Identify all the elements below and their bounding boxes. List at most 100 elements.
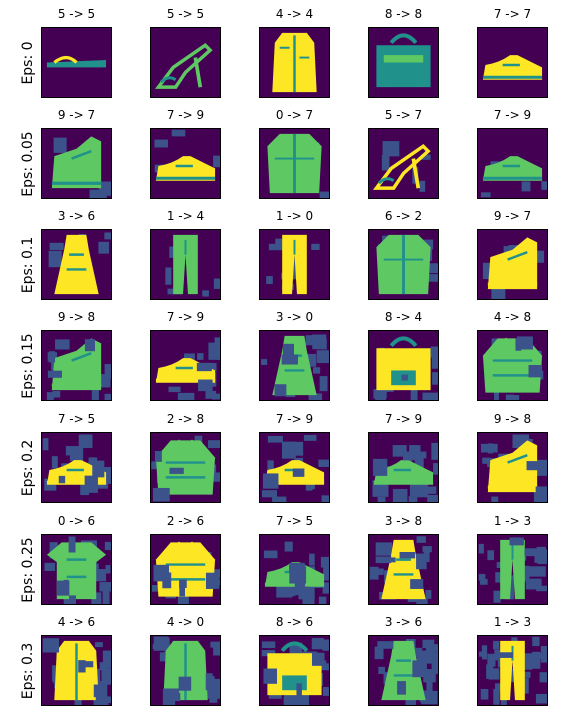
sneaker-icon: [260, 535, 329, 604]
prediction-title: 7 -> 9: [493, 108, 532, 122]
coat-icon: [42, 636, 111, 705]
prediction-title: 5 -> 7: [384, 108, 423, 122]
prediction-title: 8 -> 6: [275, 615, 314, 629]
prediction-title: 0 -> 6: [57, 514, 96, 528]
sneaker-icon: [260, 433, 329, 502]
coat-icon: [151, 636, 220, 705]
sneaker-icon: [478, 28, 547, 97]
dress-image: [368, 534, 439, 605]
row-label: Eps: 0: [20, 40, 36, 85]
dress-icon: [369, 535, 438, 604]
trouser-image: [150, 229, 221, 300]
prediction-title: 1 -> 3: [493, 615, 532, 629]
bag-image: [259, 635, 330, 706]
prediction-title: 1 -> 0: [275, 209, 314, 223]
prediction-title: 2 -> 6: [166, 514, 205, 528]
dress-image: [368, 635, 439, 706]
ankle-boot-icon: [42, 331, 111, 400]
prediction-title: 7 -> 9: [166, 310, 205, 324]
dress-icon: [260, 331, 329, 400]
prediction-title: 4 -> 8: [493, 310, 532, 324]
sandal-image: [41, 27, 112, 98]
bag-image: [368, 330, 439, 401]
prediction-title: 4 -> 4: [275, 7, 314, 21]
pullover-icon: [151, 535, 220, 604]
ankle-boot-image: [477, 229, 548, 300]
sneaker-icon: [478, 129, 547, 198]
ankle-boot-icon: [478, 433, 547, 502]
prediction-title: 7 -> 5: [275, 514, 314, 528]
bag-icon: [369, 331, 438, 400]
row-label: Eps: 0.05: [20, 130, 36, 197]
row-label: Eps: 0.1: [20, 236, 36, 293]
ankle-boot-image: [41, 330, 112, 401]
ankle-boot-image: [477, 432, 548, 503]
bag-image: [368, 27, 439, 98]
pullover-image: [150, 432, 221, 503]
prediction-title: 4 -> 0: [166, 615, 205, 629]
bag-icon: [369, 28, 438, 97]
prediction-title: 3 -> 6: [384, 615, 423, 629]
shirt-icon: [369, 230, 438, 299]
sneaker-image: [259, 432, 330, 503]
heeled-sandal-image: [368, 128, 439, 199]
tshirt-icon: [42, 535, 111, 604]
prediction-title: 5 -> 5: [57, 7, 96, 21]
coat-image: [150, 635, 221, 706]
dress-icon: [42, 230, 111, 299]
dress-icon: [369, 636, 438, 705]
row-label: Eps: 0.25: [20, 536, 36, 603]
prediction-title: 0 -> 7: [275, 108, 314, 122]
sneaker-icon: [151, 129, 220, 198]
trouser-icon: [478, 636, 547, 705]
heeled-sandal-icon: [151, 28, 220, 97]
pullover-image: [150, 534, 221, 605]
sneaker-image: [150, 128, 221, 199]
prediction-title: 7 -> 9: [384, 412, 423, 426]
prediction-title: 7 -> 9: [166, 108, 205, 122]
ankle-boot-icon: [478, 230, 547, 299]
sneaker-icon: [369, 433, 438, 502]
heeled-sandal-icon: [369, 129, 438, 198]
prediction-title: 3 -> 0: [275, 310, 314, 324]
shirt-image: [259, 128, 330, 199]
prediction-title: 1 -> 3: [493, 514, 532, 528]
trouser-icon: [478, 535, 547, 604]
sneaker-icon: [42, 433, 111, 502]
coat-image: [259, 27, 330, 98]
trouser-icon: [151, 230, 220, 299]
sneaker-image: [259, 534, 330, 605]
prediction-title: 9 -> 8: [493, 412, 532, 426]
tshirt-image: [41, 534, 112, 605]
prediction-title: 2 -> 8: [166, 412, 205, 426]
sandal-icon: [42, 28, 111, 97]
prediction-title: 7 -> 9: [275, 412, 314, 426]
trouser-image: [477, 635, 548, 706]
sneaker-image: [41, 432, 112, 503]
sneaker-image: [368, 432, 439, 503]
prediction-title: 5 -> 5: [166, 7, 205, 21]
ankle-boot-icon: [42, 129, 111, 198]
prediction-title: 8 -> 4: [384, 310, 423, 324]
prediction-title: 9 -> 8: [57, 310, 96, 324]
prediction-title: 3 -> 6: [57, 209, 96, 223]
dress-image: [259, 330, 330, 401]
coat-icon: [260, 28, 329, 97]
row-label: Eps: 0.15: [20, 332, 36, 399]
prediction-title: 3 -> 8: [384, 514, 423, 528]
prediction-title: 9 -> 7: [57, 108, 96, 122]
coat-image: [41, 635, 112, 706]
prediction-title: 9 -> 7: [493, 209, 532, 223]
pullover-icon: [478, 331, 547, 400]
sneaker-image: [477, 27, 548, 98]
shirt-icon: [260, 129, 329, 198]
row-label: Eps: 0.3: [20, 642, 36, 699]
prediction-title: 8 -> 8: [384, 7, 423, 21]
sneaker-icon: [151, 331, 220, 400]
trouser-image: [259, 229, 330, 300]
ankle-boot-image: [41, 128, 112, 199]
pullover-image: [477, 330, 548, 401]
prediction-title: 7 -> 7: [493, 7, 532, 21]
trouser-icon: [260, 230, 329, 299]
